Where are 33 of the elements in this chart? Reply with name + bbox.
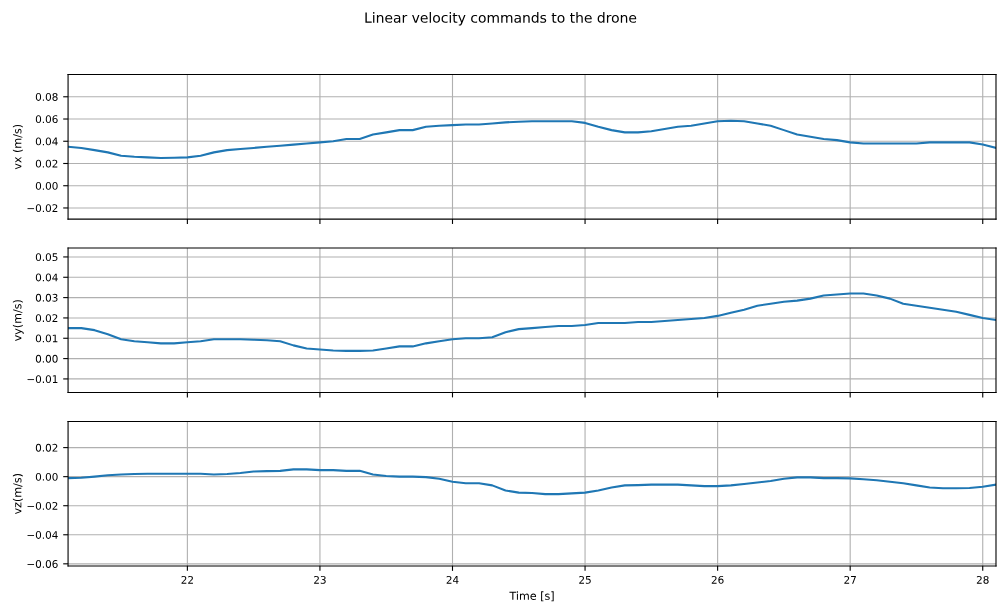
- y-tick-label: 0.02: [35, 159, 58, 168]
- y-tick-label: −0.02: [27, 204, 58, 213]
- y-tick-label: 0.04: [35, 137, 58, 146]
- y-tick-label: 0.03: [35, 293, 58, 302]
- line-series: [68, 468, 996, 496]
- line-series: [68, 119, 996, 159]
- y-tick-label: 0.05: [35, 253, 58, 262]
- y-axis-title: vy(m/s): [12, 300, 24, 342]
- x-tick-label: 28: [976, 575, 989, 584]
- y-tick-label: −0.02: [27, 501, 58, 510]
- y-axis-title: vz(m/s): [12, 473, 23, 515]
- y-tick-label: 0.02: [35, 443, 58, 452]
- y-tick-label: 0.01: [35, 334, 58, 343]
- x-tick-label: 26: [711, 575, 724, 584]
- y-tick-label: 0.06: [35, 115, 58, 124]
- y-tick-label: 0.02: [35, 314, 58, 323]
- y-tick-label: −0.06: [27, 560, 58, 568]
- line-series: [68, 292, 996, 352]
- y-tick-label: 0.00: [35, 354, 58, 363]
- y-tick-label: 0.08: [35, 93, 58, 101]
- x-tick-label: 23: [314, 575, 326, 584]
- y-tick-label: 0.00: [35, 472, 58, 481]
- x-tick-label: 24: [446, 575, 459, 584]
- chart-title: Linear velocity commands to the drone: [365, 12, 637, 26]
- y-axis-title: vx (m/s): [12, 124, 23, 170]
- y-tick-label: 0.00: [35, 181, 58, 190]
- x-tick-label: 27: [844, 575, 856, 584]
- y-tick-label: 0.04: [35, 273, 58, 282]
- x-tick-label: 25: [579, 575, 591, 584]
- y-tick-label: −0.04: [27, 531, 58, 539]
- y-tick-label: −0.01: [27, 375, 58, 384]
- x-axis-title: Time [s]: [509, 591, 554, 602]
- x-tick-label: 22: [181, 575, 193, 584]
